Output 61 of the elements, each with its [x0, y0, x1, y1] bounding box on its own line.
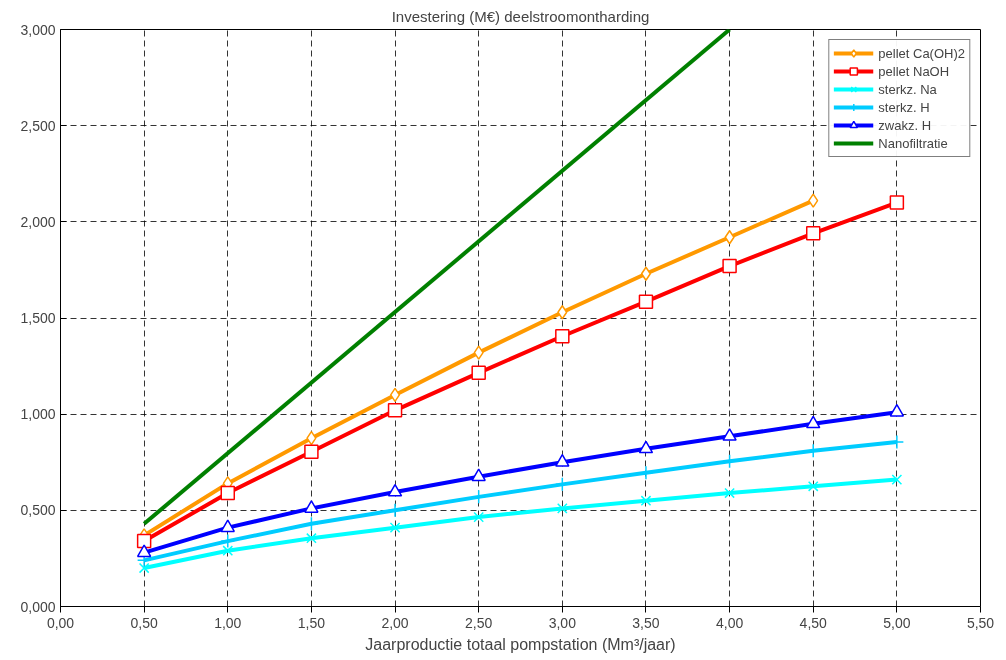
point: [640, 266, 652, 282]
point: [473, 345, 484, 360]
point: [889, 195, 905, 210]
legend-label: pellet Ca(OH)2: [878, 44, 965, 62]
y-tick-label: 0,500: [20, 502, 56, 519]
x-tick-label: 5,00: [883, 614, 911, 631]
y-tick-label: 3,000: [20, 21, 56, 38]
x-tick-label: 4,00: [715, 614, 744, 631]
point: [471, 468, 486, 482]
point: [471, 365, 486, 381]
point: [387, 483, 403, 497]
point: [722, 428, 737, 441]
x-tick-label: 0,50: [130, 614, 158, 631]
point: [220, 485, 236, 501]
legend-label: sterkz. Na: [878, 80, 937, 98]
x-tick-label: 1,50: [297, 614, 326, 631]
x-tick-label: 2,50: [465, 614, 493, 631]
point: [555, 329, 570, 344]
point: [638, 440, 654, 454]
x-tick-label: 4,50: [799, 614, 828, 631]
legend-label: sterkz. H: [878, 98, 930, 116]
point: [222, 545, 234, 557]
point: [556, 503, 568, 514]
y-tick-label: 2,500: [20, 117, 56, 134]
point: [805, 415, 821, 429]
point: [889, 403, 905, 417]
x-tick-label: 5,50: [966, 614, 995, 631]
x-tick-label: 0,00: [46, 614, 75, 631]
point: [389, 387, 401, 403]
point: [638, 294, 654, 309]
point: [805, 226, 821, 241]
point: [387, 403, 403, 418]
legend-label: zwakz. H: [878, 116, 932, 134]
y-tick-label: 1,000: [20, 406, 56, 423]
point: [136, 544, 152, 558]
point: [724, 487, 735, 499]
legend-label: Nanofiltratie: [878, 134, 948, 152]
point: [640, 495, 652, 507]
x-tick-label: 3,50: [632, 614, 660, 631]
point: [306, 532, 317, 544]
point: [722, 258, 737, 274]
point: [220, 519, 236, 533]
point: [304, 500, 319, 513]
point: [807, 480, 819, 492]
point: [138, 562, 150, 574]
point: [808, 193, 819, 208]
y-tick-label: 1,500: [20, 310, 56, 326]
x-axis-title: Jaarproductie totaal pompstation (Mm³/jaar): [365, 635, 676, 653]
point: [389, 522, 401, 533]
x-tick-label: 2,00: [381, 614, 409, 631]
point: [304, 444, 319, 459]
chart-title: Investering (M€) deelstroomontharding: [391, 7, 650, 25]
point: [555, 453, 570, 467]
point: [473, 511, 485, 523]
x-tick-label: 1,00: [214, 614, 242, 631]
legend-label: pellet NaOH: [878, 62, 950, 80]
point: [891, 474, 903, 485]
y-tick-label: 2,000: [20, 213, 56, 230]
y-tick-label: 0,000: [20, 598, 56, 615]
x-tick-label: 3,00: [548, 614, 577, 631]
point: [220, 533, 236, 549]
